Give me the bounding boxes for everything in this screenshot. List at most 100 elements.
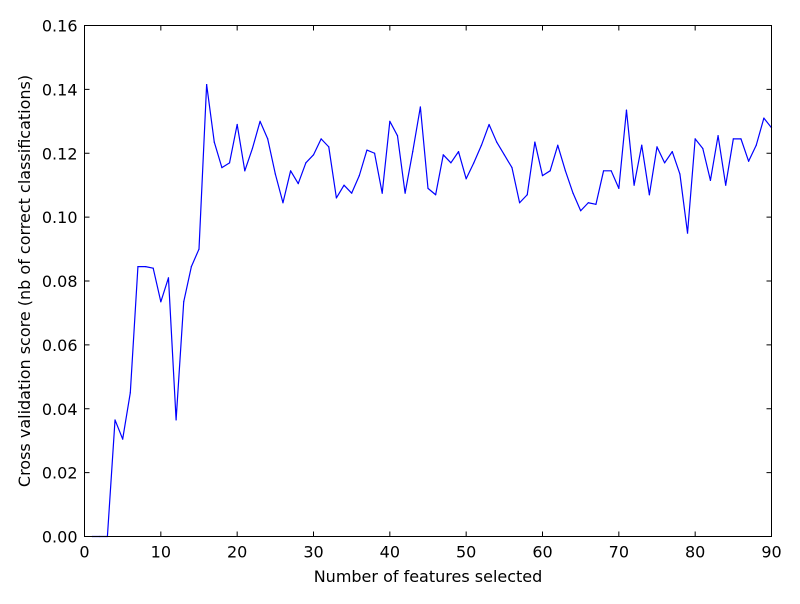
- y-tick-label: 0.14: [42, 80, 78, 99]
- data-point: [267, 138, 269, 140]
- data-point: [587, 202, 589, 204]
- data-point: [236, 123, 238, 126]
- y-tick-label: 0.16: [42, 17, 78, 36]
- data-point: [557, 144, 559, 146]
- y-tick-label: 0.12: [42, 144, 78, 163]
- y-axis-label: Cross validation score (nb of correct cl…: [15, 75, 34, 487]
- data-point: [763, 117, 765, 119]
- x-tick-label: 90: [761, 543, 781, 562]
- data-point: [404, 192, 406, 194]
- data-point: [709, 179, 712, 181]
- data-point: [755, 144, 757, 146]
- data-point: [259, 120, 261, 122]
- data-point: [343, 184, 345, 186]
- data-point: [114, 419, 116, 421]
- tick-labels: 0 10 20 30 40 50 60 70 80 90 0.00 0.02 0.04 0.06 0.08 0…: [42, 17, 782, 562]
- data-point: [419, 106, 421, 108]
- data-point: [664, 162, 666, 164]
- data-point: [190, 266, 192, 268]
- data-point: [732, 138, 734, 140]
- x-tick-label: 60: [532, 543, 552, 562]
- data-point: [450, 162, 452, 164]
- data-point: [305, 162, 307, 164]
- y-tick-label: 0.06: [42, 336, 78, 355]
- x-tick-label: 0: [79, 543, 89, 562]
- data-point: [534, 141, 536, 143]
- data-point: [442, 154, 444, 156]
- data-point: [137, 266, 139, 268]
- data-point: [427, 187, 429, 189]
- x-tick-label: 30: [303, 543, 323, 562]
- data-point: [152, 267, 154, 269]
- data-point: [549, 170, 551, 172]
- data-point: [198, 248, 200, 250]
- data-point: [312, 154, 315, 156]
- data-point: [389, 120, 391, 122]
- data-point: [725, 184, 727, 186]
- y-tick-label: 0.02: [42, 464, 78, 483]
- axis-ticks: [84, 25, 772, 537]
- data-point: [183, 301, 185, 303]
- data-point: [503, 154, 505, 156]
- y-tick-label: 0.00: [42, 528, 78, 547]
- data-point: [251, 147, 254, 150]
- data-point: [328, 146, 330, 148]
- data-point: [648, 194, 650, 196]
- y-tick-label: 0.10: [42, 208, 78, 227]
- y-tick-label: 0.04: [42, 400, 78, 419]
- data-point: [351, 192, 353, 194]
- data-point: [457, 151, 460, 153]
- data-point: [358, 175, 360, 177]
- data-point: [519, 202, 521, 204]
- data-point: [610, 170, 612, 172]
- data-point: [702, 147, 704, 150]
- data-point: [175, 419, 177, 421]
- data-point: [381, 192, 383, 194]
- series-line: [92, 83, 772, 538]
- data-point: [160, 301, 162, 303]
- data-point: [740, 138, 742, 140]
- data-point: [602, 170, 605, 172]
- data-point: [282, 202, 284, 204]
- x-tick-label: 10: [151, 543, 171, 562]
- data-point: [488, 123, 490, 126]
- x-axis-label: Number of features selected: [314, 567, 543, 586]
- x-tick-label: 70: [609, 543, 629, 562]
- data-point: [144, 266, 147, 268]
- data-point: [564, 170, 567, 172]
- data-point: [206, 83, 208, 86]
- data-point: [221, 167, 223, 169]
- data-point: [671, 151, 673, 153]
- data-point: [625, 109, 628, 111]
- data-point: [618, 187, 620, 189]
- data-point: [473, 162, 475, 164]
- data-point: [290, 170, 292, 172]
- data-point: [686, 232, 689, 234]
- data-point: [717, 135, 719, 137]
- data-point: [228, 162, 231, 164]
- x-tick-label: 80: [685, 543, 705, 562]
- data-point: [511, 167, 513, 169]
- data-point: [412, 151, 414, 153]
- data-point: [679, 173, 681, 175]
- data-point: [580, 210, 582, 212]
- data-point: [213, 141, 215, 143]
- series-layer: [91, 83, 773, 538]
- data-point: [129, 392, 131, 394]
- x-tick-label: 40: [380, 543, 400, 562]
- data-point: [526, 194, 528, 196]
- data-point: [122, 438, 124, 440]
- data-point: [541, 175, 544, 177]
- data-point: [373, 152, 376, 154]
- x-tick-label: 20: [227, 543, 247, 562]
- data-point: [435, 194, 437, 196]
- data-point: [167, 277, 170, 279]
- data-point: [396, 135, 399, 137]
- data-point: [480, 144, 483, 146]
- data-point: [297, 182, 299, 185]
- y-tick-label: 0.08: [42, 272, 78, 291]
- axes-frame: [84, 25, 772, 537]
- data-point: [656, 146, 658, 148]
